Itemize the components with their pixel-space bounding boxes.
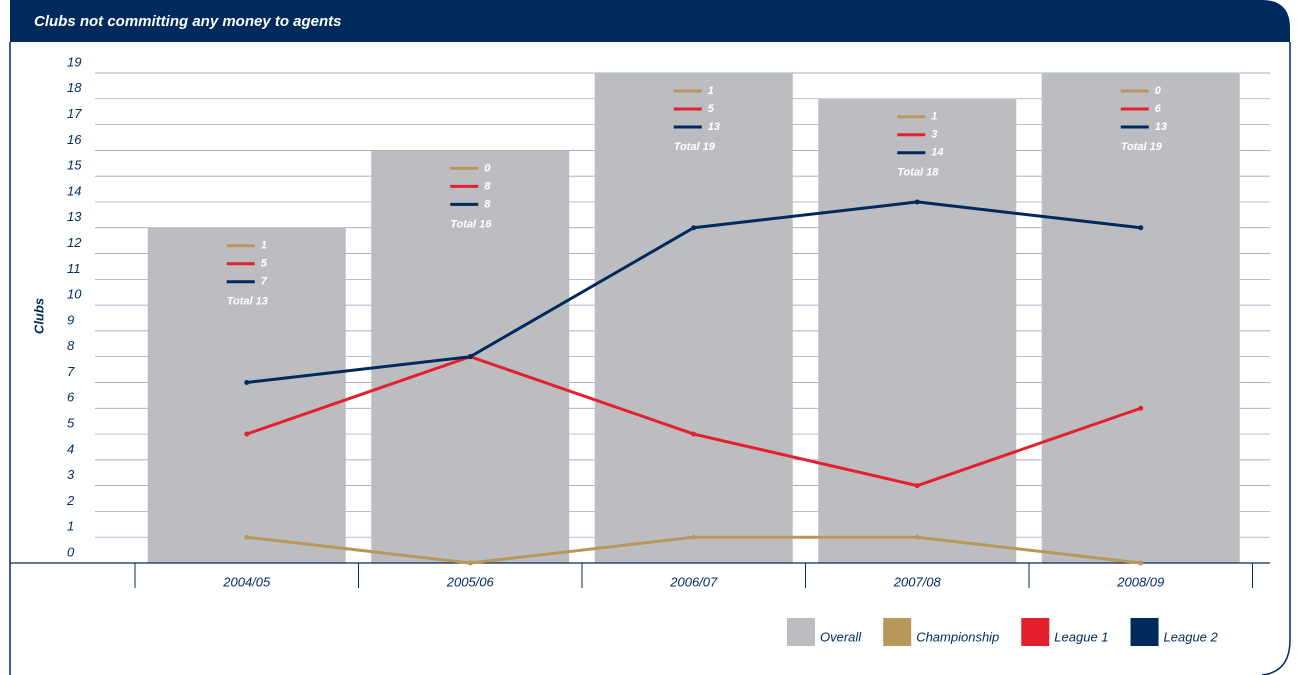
data-label: Total 18: [897, 167, 939, 179]
data-label: 8: [484, 198, 491, 210]
y-tick-label: 16: [67, 132, 82, 147]
point: [914, 199, 920, 205]
x-tick-label: 2005/06: [446, 574, 495, 589]
point: [914, 483, 920, 489]
data-label: 7: [261, 276, 268, 288]
data-label: Total 19: [674, 141, 716, 153]
point: [691, 431, 697, 437]
y-tick-label: 10: [67, 287, 82, 302]
y-tick-label: 12: [67, 235, 82, 250]
frame: [9, 42, 1291, 675]
y-tick-label: 18: [67, 80, 82, 95]
y-tick-label: 8: [67, 338, 75, 353]
x-tick-label: 2006/07: [669, 574, 718, 589]
point: [244, 534, 250, 540]
legend-label: League 2: [1164, 629, 1219, 644]
data-label: 1: [931, 111, 937, 123]
y-tick-label: 11: [67, 261, 81, 276]
legend-swatch: [787, 618, 815, 646]
point: [691, 534, 697, 540]
legend-label: Championship: [916, 629, 999, 644]
y-tick-label: 15: [67, 158, 82, 173]
legend-swatch: [1021, 618, 1050, 646]
y-tick-label: 1: [67, 519, 74, 534]
x-tick-label: 2004/05: [222, 574, 271, 589]
data-label: 8: [484, 180, 491, 192]
point: [691, 225, 697, 231]
point: [1138, 405, 1144, 411]
data-label: 6: [1155, 103, 1162, 115]
data-label: 14: [931, 147, 943, 159]
y-tick-label: 19: [67, 54, 81, 69]
bar: [594, 73, 793, 563]
y-tick-label: 17: [67, 106, 82, 121]
data-label: 5: [708, 103, 715, 115]
y-tick-label: 6: [67, 390, 75, 405]
legend-label: League 1: [1054, 629, 1108, 644]
y-tick-label: 7: [67, 364, 75, 379]
y-tick-label: 14: [67, 183, 81, 198]
header-bar: [10, 0, 1290, 42]
data-label: 13: [708, 121, 720, 133]
y-tick-label: 0: [67, 544, 75, 559]
point: [914, 534, 920, 540]
legend-label: Overall: [820, 629, 862, 644]
data-label: Total 16: [450, 218, 492, 230]
point: [1138, 560, 1144, 566]
y-tick-label: 4: [67, 441, 74, 456]
data-label: 3: [931, 129, 937, 141]
y-tick-label: 5: [67, 415, 75, 430]
bar: [1041, 73, 1240, 563]
bar: [147, 227, 346, 563]
legend-swatch: [1130, 618, 1159, 646]
point: [1138, 225, 1144, 231]
y-tick-label: 2: [66, 493, 75, 508]
data-label: 0: [484, 162, 491, 174]
data-label: 13: [1155, 121, 1167, 133]
x-tick-label: 2007/08: [893, 574, 942, 589]
y-axis-label: Clubs: [31, 298, 46, 334]
data-label: 0: [1155, 85, 1162, 97]
data-label: 1: [261, 240, 267, 252]
point: [467, 560, 473, 566]
data-label: 5: [261, 258, 268, 270]
y-tick-label: 13: [67, 209, 82, 224]
point: [244, 431, 250, 437]
y-tick-label: 9: [67, 312, 74, 327]
point: [244, 379, 250, 385]
x-tick-label: 2008/09: [1116, 574, 1164, 589]
legend-swatch: [883, 618, 912, 646]
chart-title: Clubs not committing any money to agents: [34, 13, 342, 30]
y-tick-label: 3: [67, 467, 75, 482]
data-label: Total 13: [227, 296, 268, 308]
point: [467, 354, 473, 360]
data-label: Total 19: [1121, 141, 1163, 153]
data-label: 1: [708, 85, 714, 97]
